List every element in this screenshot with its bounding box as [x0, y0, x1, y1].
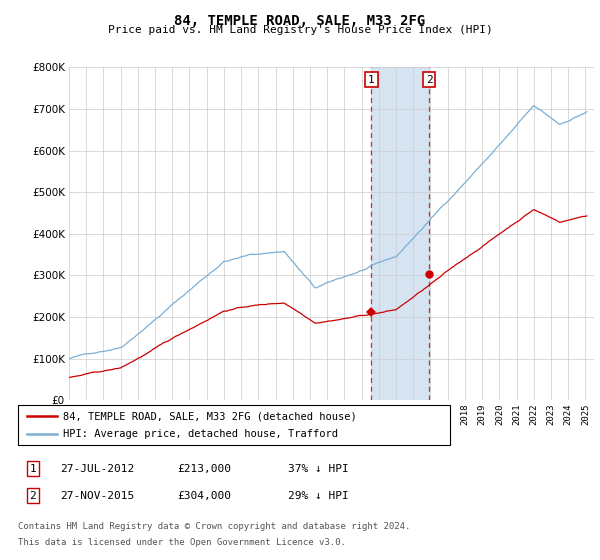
Text: £213,000: £213,000	[177, 464, 231, 474]
Text: This data is licensed under the Open Government Licence v3.0.: This data is licensed under the Open Gov…	[18, 538, 346, 547]
Text: HPI: Average price, detached house, Trafford: HPI: Average price, detached house, Traf…	[63, 429, 338, 439]
Text: 27-JUL-2012: 27-JUL-2012	[60, 464, 134, 474]
Text: Contains HM Land Registry data © Crown copyright and database right 2024.: Contains HM Land Registry data © Crown c…	[18, 522, 410, 531]
Text: 2: 2	[426, 74, 433, 85]
Text: 27-NOV-2015: 27-NOV-2015	[60, 491, 134, 501]
Text: 1: 1	[368, 74, 375, 85]
Text: 84, TEMPLE ROAD, SALE, M33 2FG: 84, TEMPLE ROAD, SALE, M33 2FG	[175, 14, 425, 28]
Bar	[371, 67, 429, 400]
Text: £304,000: £304,000	[177, 491, 231, 501]
Text: 29% ↓ HPI: 29% ↓ HPI	[288, 491, 349, 501]
Text: 37% ↓ HPI: 37% ↓ HPI	[288, 464, 349, 474]
Text: 1: 1	[29, 464, 37, 474]
Text: 2: 2	[29, 491, 37, 501]
Text: 84, TEMPLE ROAD, SALE, M33 2FG (detached house): 84, TEMPLE ROAD, SALE, M33 2FG (detached…	[63, 411, 357, 421]
Text: Price paid vs. HM Land Registry's House Price Index (HPI): Price paid vs. HM Land Registry's House …	[107, 25, 493, 35]
